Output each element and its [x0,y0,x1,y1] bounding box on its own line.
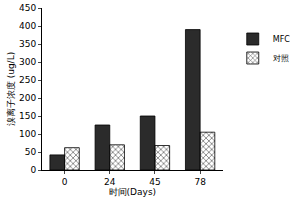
svg-text:100: 100 [19,129,36,139]
svg-text:时间(Days): 时间(Days) [109,187,156,197]
svg-text:45: 45 [149,177,160,187]
svg-text:24: 24 [104,177,116,187]
svg-text:350: 350 [19,39,36,49]
svg-text:200: 200 [19,93,36,103]
svg-text:对照: 对照 [273,54,289,63]
svg-text:400: 400 [19,21,36,31]
svg-text:MFC: MFC [273,35,291,44]
svg-text:250: 250 [19,75,36,85]
svg-text:450: 450 [19,3,36,13]
svg-text:150: 150 [19,111,36,121]
svg-text:78: 78 [194,177,206,187]
svg-text:0: 0 [62,177,68,187]
svg-text:溴离子浓度 (ug/L): 溴离子浓度 (ug/L) [6,52,16,126]
svg-text:0: 0 [30,165,36,175]
svg-text:50: 50 [25,147,37,157]
svg-text:300: 300 [19,57,36,67]
